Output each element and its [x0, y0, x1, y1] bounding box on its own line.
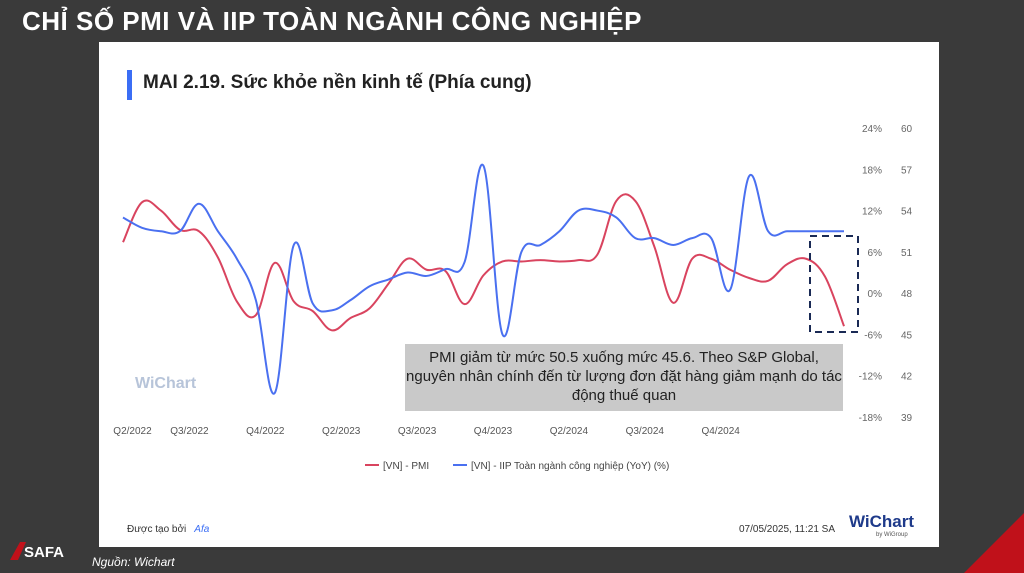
y-left-tick-label: 12% — [862, 207, 882, 218]
title-accent-bar — [127, 70, 132, 100]
chart-title: MAI 2.19. Sức khỏe nền kinh tế (Phía cun… — [143, 72, 532, 93]
y-left-tick-label: 0% — [868, 289, 883, 300]
x-tick-label: Q2/2024 — [550, 426, 589, 437]
x-tick-label: Q3/2022 — [170, 426, 209, 437]
pmi-series-line — [122, 193, 845, 332]
x-tick-label: Q4/2023 — [474, 426, 513, 437]
safa-logo-text: SAFA — [24, 544, 64, 561]
x-tick-label: Q3/2024 — [626, 426, 665, 437]
y-left-tick-label: -18% — [859, 413, 882, 424]
x-tick-label: Q4/2022 — [246, 426, 285, 437]
highlight-dashed-box — [809, 235, 859, 333]
footer-timestamp: 07/05/2025, 11:21 SA — [739, 524, 836, 535]
y-left-tick-label: 24% — [862, 124, 882, 135]
source-note: Nguồn: Wichart — [92, 555, 175, 569]
y-left-tick-label: -12% — [859, 372, 882, 383]
y-left-tick-label: -6% — [864, 330, 882, 341]
y-left-tick-label: 6% — [868, 248, 883, 259]
safa-logo: SAFA — [10, 542, 64, 561]
footer-created-by: Được tạo bởi Afa — [127, 524, 209, 535]
y-right-tick-label: 51 — [901, 248, 913, 259]
y-right-tick-label: 57 — [901, 165, 913, 176]
wichart-logo-sub: by WiGroup — [876, 532, 908, 538]
annotation-box: PMI giảm từ mức 50.5 xuống mức 45.6. The… — [405, 344, 843, 411]
x-tick-label: Q4/2024 — [701, 426, 740, 437]
wichart-logo: WiChart — [849, 512, 915, 531]
y-right-tick-label: 60 — [901, 124, 913, 135]
y-right-tick-label: 45 — [901, 330, 913, 341]
footer-brand-link[interactable]: Afa — [194, 524, 210, 535]
corner-accent — [964, 513, 1024, 573]
y-left-tick-label: 18% — [862, 165, 882, 176]
slide-title: CHỈ SỐ PMI VÀ IIP TOÀN NGÀNH CÔNG NGHIỆP — [22, 6, 642, 36]
chart-card: MAI 2.19. Sức khỏe nền kinh tế (Phía cun… — [99, 42, 939, 547]
iip-series-line — [122, 163, 844, 395]
x-tick-label: Q2/2023 — [322, 426, 361, 437]
y-right-tick-label: 39 — [901, 413, 913, 424]
wichart-watermark: WiChart — [135, 375, 197, 392]
line-chart: 24% 18% 12% 6% 0% -6% -12% -18% 60 57 54 51 48 45 42 39… — [113, 124, 913, 472]
y-right-tick-label: 42 — [901, 372, 913, 383]
y-right-tick-label: 54 — [901, 207, 913, 218]
x-tick-label: Q3/2023 — [398, 426, 437, 437]
legend-label: [VN] - PMI — [383, 461, 429, 472]
y-right-tick-label: 48 — [901, 289, 913, 300]
x-tick-label: Q2/2022 — [113, 426, 152, 437]
legend-label: [VN] - IIP Toàn ngành công nghiệp (YoY) … — [471, 461, 669, 472]
footer-created-label: Được tạo bởi — [127, 524, 187, 535]
